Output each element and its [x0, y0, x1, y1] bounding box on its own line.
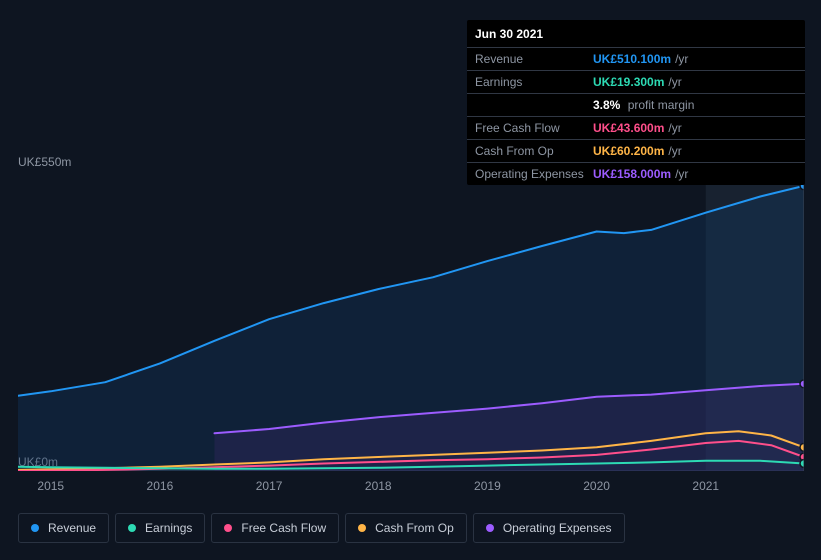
- y-tick-top: UK£550m: [18, 155, 71, 169]
- legend-item-earnings[interactable]: Earnings: [115, 513, 205, 543]
- x-tick: 2015: [37, 479, 64, 493]
- legend-dot-icon: [128, 524, 136, 532]
- legend-dot-icon: [224, 524, 232, 532]
- hover-tooltip: Jun 30 2021 Revenue UK£510.100m /yr Earn…: [467, 20, 805, 185]
- legend-label: Earnings: [145, 521, 192, 535]
- tooltip-suffix: /yr: [668, 144, 681, 158]
- tooltip-value: UK£158.000m: [593, 167, 671, 181]
- tooltip-row-opex: Operating Expenses UK£158.000m /yr: [467, 163, 805, 185]
- legend-item-fcf[interactable]: Free Cash Flow: [211, 513, 339, 543]
- tooltip-date: Jun 30 2021: [467, 20, 805, 48]
- tooltip-margin-suffix: profit margin: [628, 98, 695, 112]
- tooltip-suffix: /yr: [668, 75, 681, 89]
- tooltip-margin-value: 3.8%: [593, 98, 620, 112]
- x-tick: 2018: [365, 479, 392, 493]
- tooltip-value: UK£60.200m: [593, 144, 664, 158]
- legend-label: Revenue: [48, 521, 96, 535]
- series-end-marker-opex: [800, 380, 804, 388]
- legend: Revenue Earnings Free Cash Flow Cash From O…: [18, 513, 625, 543]
- tooltip-value: UK£43.600m: [593, 121, 664, 135]
- legend-dot-icon: [31, 524, 39, 532]
- legend-dot-icon: [358, 524, 366, 532]
- x-tick: 2021: [692, 479, 719, 493]
- legend-label: Free Cash Flow: [241, 521, 326, 535]
- tooltip-row-cashop: Cash From Op UK£60.200m /yr: [467, 140, 805, 163]
- legend-label: Operating Expenses: [503, 521, 612, 535]
- tooltip-value: UK£510.100m: [593, 52, 671, 66]
- tooltip-row-margin: 3.8% profit margin: [467, 94, 805, 117]
- chart-svg: [18, 175, 804, 471]
- chart-area[interactable]: [18, 175, 804, 471]
- legend-item-opex[interactable]: Operating Expenses: [473, 513, 625, 543]
- x-tick: 2020: [583, 479, 610, 493]
- legend-item-cash_op[interactable]: Cash From Op: [345, 513, 467, 543]
- x-tick: 2016: [147, 479, 174, 493]
- tooltip-label: Operating Expenses: [475, 167, 593, 181]
- x-tick: 2019: [474, 479, 501, 493]
- tooltip-label: Earnings: [475, 75, 593, 89]
- tooltip-label: Cash From Op: [475, 144, 593, 158]
- tooltip-row-revenue: Revenue UK£510.100m /yr: [467, 48, 805, 71]
- tooltip-suffix: /yr: [668, 121, 681, 135]
- tooltip-suffix: /yr: [675, 167, 688, 181]
- tooltip-row-earnings: Earnings UK£19.300m /yr: [467, 71, 805, 94]
- series-end-marker-earnings: [800, 459, 804, 467]
- tooltip-label: Free Cash Flow: [475, 121, 593, 135]
- x-axis: 2015 2016 2017 2018 2019 2020 2021: [18, 479, 804, 499]
- tooltip-label: Revenue: [475, 52, 593, 66]
- legend-dot-icon: [486, 524, 494, 532]
- tooltip-suffix: /yr: [675, 52, 688, 66]
- legend-item-revenue[interactable]: Revenue: [18, 513, 109, 543]
- series-end-marker-cash_op: [800, 443, 804, 451]
- tooltip-row-fcf: Free Cash Flow UK£43.600m /yr: [467, 117, 805, 140]
- legend-label: Cash From Op: [375, 521, 454, 535]
- tooltip-value: UK£19.300m: [593, 75, 664, 89]
- x-tick: 2017: [256, 479, 283, 493]
